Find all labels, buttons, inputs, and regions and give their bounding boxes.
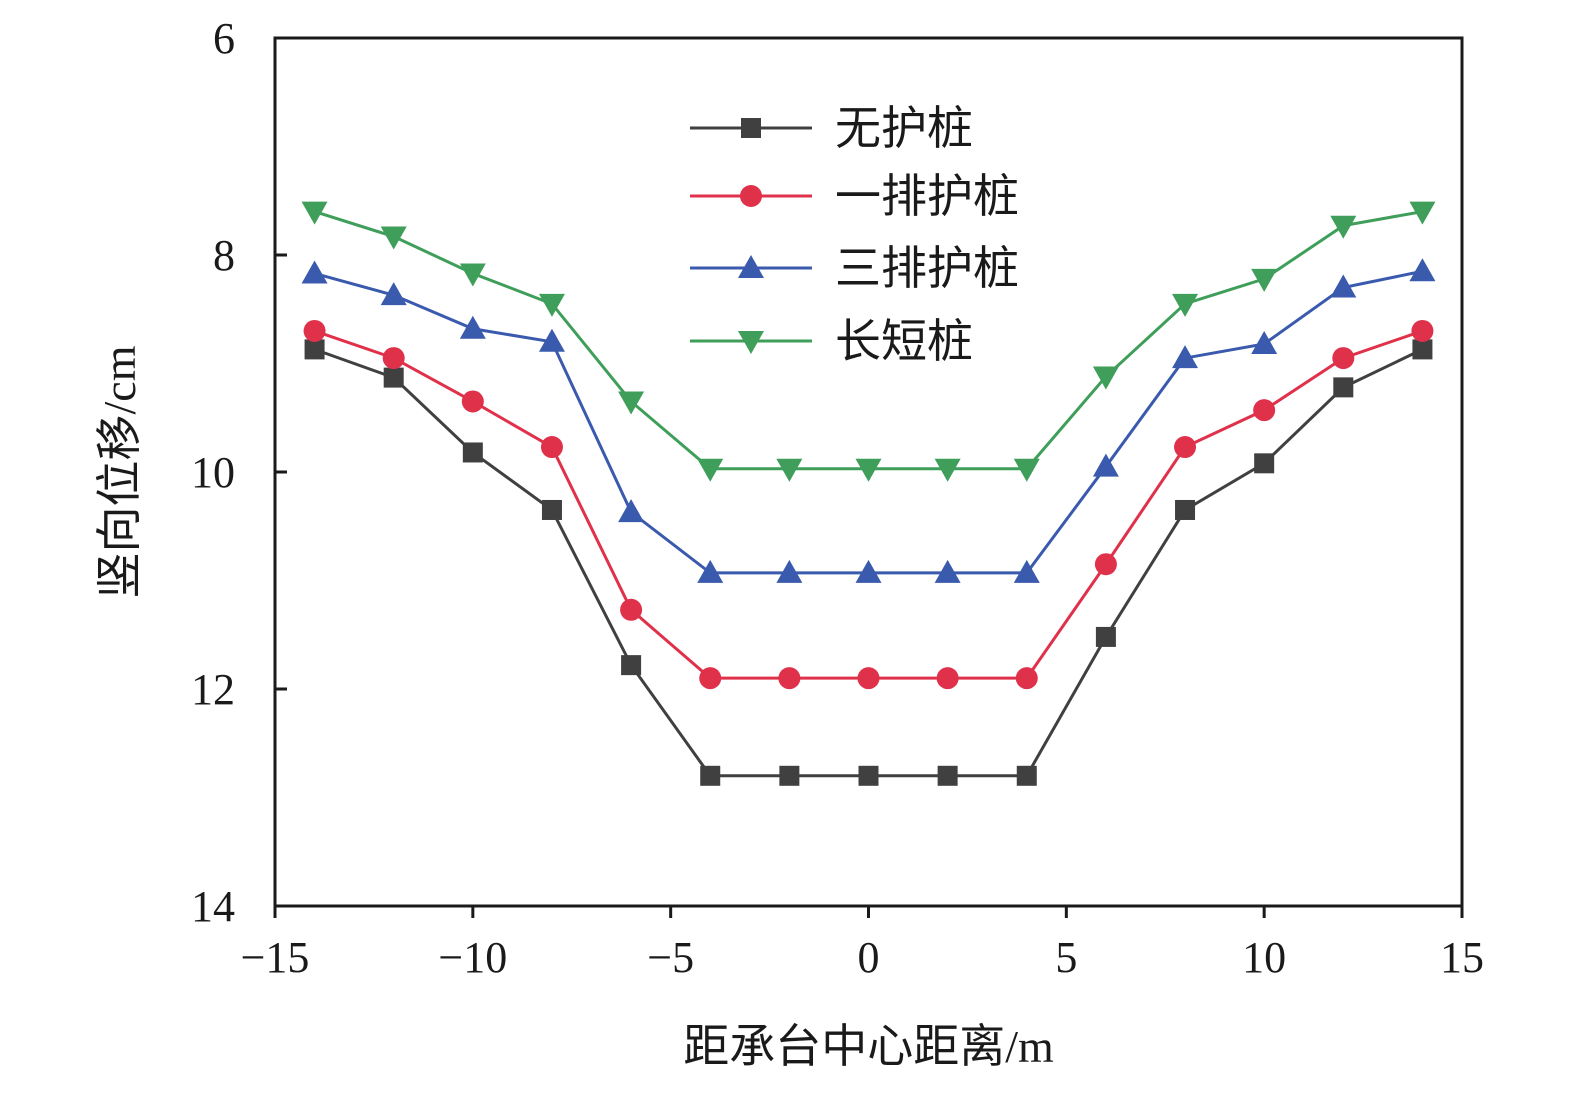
data-point bbox=[1251, 330, 1278, 354]
data-point bbox=[934, 458, 961, 482]
data-point bbox=[1092, 453, 1119, 477]
y-tick-label: 8 bbox=[213, 231, 235, 280]
x-axis-title: 距承台中心距离/m bbox=[683, 1021, 1054, 1072]
y-axis-title: 竖向位移/cm bbox=[94, 345, 145, 598]
y-tick-label: 14 bbox=[191, 882, 235, 931]
x-tick-label: 15 bbox=[1440, 933, 1484, 982]
series-triangle-up bbox=[301, 258, 1436, 583]
data-point bbox=[700, 765, 721, 786]
data-point bbox=[1095, 626, 1116, 647]
series-square bbox=[304, 339, 1433, 786]
x-tick-label: 10 bbox=[1242, 933, 1286, 982]
x-tick-label: −15 bbox=[241, 933, 310, 982]
data-point bbox=[1015, 667, 1038, 690]
legend-marker bbox=[738, 331, 764, 354]
data-point bbox=[855, 559, 882, 583]
data-point bbox=[301, 201, 328, 225]
data-point bbox=[1013, 458, 1040, 482]
data-point bbox=[697, 559, 724, 583]
data-point bbox=[1013, 559, 1040, 583]
data-point bbox=[858, 765, 879, 786]
data-point bbox=[1094, 553, 1117, 576]
legend-marker bbox=[741, 118, 761, 138]
data-point bbox=[538, 328, 565, 352]
data-point bbox=[1330, 274, 1357, 298]
data-point bbox=[304, 339, 325, 360]
data-point bbox=[1253, 399, 1276, 422]
data-point bbox=[699, 667, 722, 690]
data-point bbox=[621, 655, 642, 676]
series-group bbox=[301, 201, 1436, 786]
series-triangle-down bbox=[301, 201, 1436, 482]
data-point bbox=[303, 319, 326, 342]
data-point bbox=[1332, 347, 1355, 370]
legend-marker bbox=[740, 185, 762, 207]
data-point bbox=[541, 499, 562, 520]
data-point bbox=[779, 765, 800, 786]
legend-label: 无护桩 bbox=[835, 103, 973, 154]
data-point bbox=[778, 667, 801, 690]
data-point bbox=[380, 226, 407, 250]
data-point bbox=[1409, 201, 1436, 225]
data-point bbox=[380, 282, 407, 306]
data-point bbox=[540, 436, 563, 459]
legend-marker bbox=[738, 255, 764, 278]
data-point bbox=[459, 315, 486, 339]
y-tick-label: 12 bbox=[191, 665, 235, 714]
data-point bbox=[1092, 366, 1119, 390]
data-point bbox=[1172, 345, 1199, 369]
legend-item: 三排护桩 bbox=[690, 243, 1019, 294]
data-point bbox=[936, 667, 959, 690]
data-point bbox=[776, 559, 803, 583]
data-point bbox=[1016, 765, 1037, 786]
data-point bbox=[857, 667, 880, 690]
data-point bbox=[697, 458, 724, 482]
data-point bbox=[776, 458, 803, 482]
y-tick-label: 6 bbox=[213, 14, 235, 63]
data-point bbox=[459, 263, 486, 287]
data-point bbox=[1333, 377, 1354, 398]
x-tick-label: −10 bbox=[438, 933, 507, 982]
axes: −15 −10 −5 0 5 10 15 6 8 10 12 14 bbox=[191, 14, 1484, 982]
data-point bbox=[620, 598, 643, 621]
data-point bbox=[1172, 293, 1199, 317]
x-tick-label: 0 bbox=[858, 933, 880, 982]
data-point bbox=[383, 367, 404, 388]
data-point bbox=[1412, 339, 1433, 360]
legend-item: 无护桩 bbox=[690, 103, 973, 154]
series-line bbox=[314, 329, 1423, 680]
data-point bbox=[1251, 268, 1278, 292]
legend-label: 三排护桩 bbox=[835, 243, 1019, 294]
x-tick-label: −5 bbox=[647, 933, 694, 982]
series-circle bbox=[303, 319, 1434, 690]
data-point bbox=[1254, 453, 1275, 474]
legend-label: 一排护桩 bbox=[835, 171, 1019, 222]
legend-item: 一排护桩 bbox=[690, 171, 1019, 222]
legend-item: 长短桩 bbox=[690, 316, 973, 367]
data-point bbox=[855, 458, 882, 482]
data-point bbox=[1330, 215, 1357, 239]
data-point bbox=[1175, 499, 1196, 520]
data-point bbox=[1411, 319, 1434, 342]
data-point bbox=[301, 260, 328, 284]
data-point bbox=[934, 559, 961, 583]
data-point bbox=[937, 765, 958, 786]
data-point bbox=[1174, 436, 1197, 459]
legend-label: 长短桩 bbox=[835, 316, 973, 367]
data-point bbox=[1409, 258, 1436, 282]
x-tick-label: 5 bbox=[1055, 933, 1077, 982]
data-point bbox=[382, 347, 405, 370]
data-point bbox=[461, 390, 484, 413]
data-point bbox=[538, 293, 565, 317]
data-point bbox=[618, 391, 645, 415]
data-point bbox=[462, 442, 483, 463]
data-point bbox=[618, 499, 645, 523]
y-tick-label: 10 bbox=[191, 448, 235, 497]
